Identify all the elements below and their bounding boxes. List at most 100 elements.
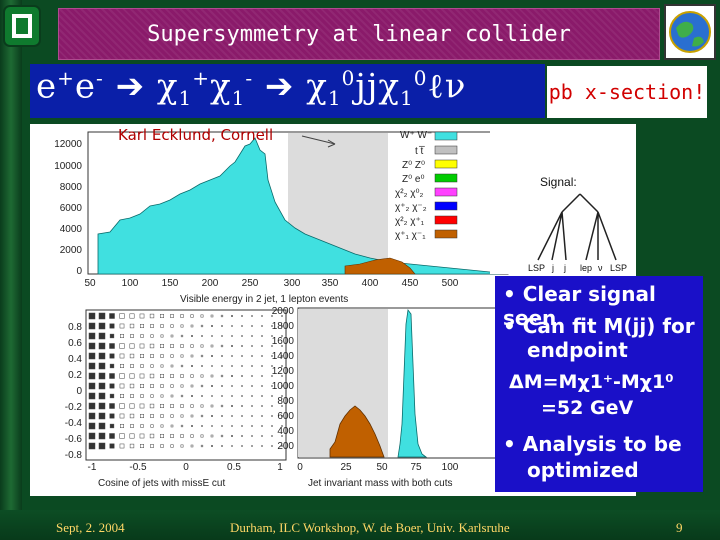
svg-text:2000: 2000 bbox=[60, 245, 83, 256]
scatter-point bbox=[150, 354, 154, 358]
scatter-point bbox=[129, 433, 135, 439]
svg-text:600: 600 bbox=[277, 411, 294, 422]
scatter-point bbox=[281, 405, 283, 407]
scatter-point bbox=[281, 445, 283, 447]
scatter-point bbox=[129, 353, 135, 359]
svg-text:800: 800 bbox=[277, 396, 294, 407]
scatter-point bbox=[170, 434, 174, 438]
svg-text:200: 200 bbox=[277, 441, 294, 452]
scatter-point bbox=[139, 313, 145, 319]
scatter-point bbox=[231, 375, 233, 377]
svg-text:400: 400 bbox=[362, 278, 379, 289]
scatter-point bbox=[109, 403, 115, 409]
scatter-point bbox=[88, 442, 96, 450]
legend: W⁺ W⁻ t t̅ Z⁰ Z⁰ Z⁰ e⁰ χ²₂ χ⁰₂ χ⁺₂ χ⁻₂ χ… bbox=[395, 130, 458, 241]
svg-text:Z⁰ Z⁰: Z⁰ Z⁰ bbox=[402, 160, 425, 171]
scatter-point bbox=[231, 365, 233, 367]
visible-energy-histogram: 12000 10000 8000 6000 4000 2000 0 50 100… bbox=[54, 130, 509, 305]
scatter-point bbox=[150, 444, 154, 448]
scatter-point bbox=[190, 404, 194, 408]
scatter-point bbox=[231, 335, 233, 337]
scatter-point bbox=[109, 323, 115, 329]
svg-text:4000: 4000 bbox=[60, 224, 83, 235]
scatter-point bbox=[271, 425, 273, 427]
svg-text:10000: 10000 bbox=[54, 161, 82, 172]
scatter-point bbox=[160, 344, 164, 348]
scatter-point bbox=[139, 373, 145, 379]
svg-text:LSP: LSP bbox=[610, 263, 627, 273]
scatter-point bbox=[130, 394, 134, 398]
signal-labels: LSP j j lep ν LSP bbox=[528, 263, 627, 273]
scatter-point bbox=[160, 394, 164, 398]
scatter-point bbox=[231, 385, 233, 387]
scatter-point bbox=[221, 325, 223, 327]
scatter-point bbox=[201, 425, 203, 427]
scatter-point bbox=[190, 414, 194, 418]
scatter-point bbox=[140, 324, 144, 328]
scatter-point bbox=[149, 373, 155, 379]
scatter-point bbox=[241, 435, 243, 437]
scatter-point bbox=[88, 352, 96, 360]
scatter-point bbox=[241, 345, 243, 347]
scatter-point bbox=[170, 384, 174, 388]
svg-text:8000: 8000 bbox=[60, 182, 83, 193]
scatter-point bbox=[139, 403, 145, 409]
scatter-point bbox=[200, 314, 204, 318]
scatter-point bbox=[221, 355, 223, 357]
svg-text:1000: 1000 bbox=[272, 381, 295, 392]
x-ticks-right: 0 25 50 75 100 bbox=[297, 462, 459, 473]
scatter-point bbox=[129, 323, 135, 329]
footer-date: Sept, 2. 2004 bbox=[56, 520, 125, 535]
footer-center: Durham, ILC Workshop, W. de Boer, Univ. … bbox=[230, 520, 510, 535]
scatter-point bbox=[221, 365, 223, 367]
svg-text:-0.5: -0.5 bbox=[129, 462, 147, 473]
scatter-point bbox=[160, 424, 164, 428]
scatter-point bbox=[150, 414, 154, 418]
scatter-point bbox=[170, 394, 174, 398]
scatter-point bbox=[191, 395, 193, 397]
legend-swatch-ww bbox=[434, 131, 458, 141]
scatter-point bbox=[271, 335, 273, 337]
scatter-point bbox=[109, 363, 115, 369]
svg-text:500: 500 bbox=[442, 278, 459, 289]
scatter-point bbox=[220, 374, 224, 378]
scatter-point bbox=[220, 434, 224, 438]
scatter-point bbox=[119, 313, 125, 319]
scatter-point bbox=[190, 444, 194, 448]
scatter-point bbox=[210, 374, 214, 378]
scatter-point bbox=[190, 344, 194, 348]
scatter-point bbox=[251, 405, 253, 407]
scatter-point bbox=[140, 364, 144, 368]
scatter-point bbox=[109, 343, 115, 349]
svg-text:-0.4: -0.4 bbox=[65, 418, 83, 429]
scatter-point bbox=[88, 382, 96, 390]
scatter-point bbox=[109, 333, 115, 339]
svg-text:j: j bbox=[563, 263, 566, 273]
scatter-point bbox=[190, 324, 194, 328]
scatter-point bbox=[160, 374, 164, 378]
scatter-point bbox=[191, 365, 193, 367]
svg-text:100: 100 bbox=[122, 278, 139, 289]
conclusions-box: • Clear signal seen • Can fit M(jj) for … bbox=[495, 276, 703, 492]
cosine-scatter-plot: 0.8 0.6 0.4 0.2 0 -0.2 -0.4 -0.6 -0.8 -1… bbox=[65, 309, 287, 489]
scatter-point bbox=[231, 425, 233, 427]
svg-text:2000: 2000 bbox=[272, 306, 295, 317]
scatter-point bbox=[200, 434, 204, 438]
scatter-point bbox=[211, 325, 213, 327]
scatter-point bbox=[88, 342, 96, 350]
scatter-point bbox=[201, 365, 203, 367]
scatter-point bbox=[140, 354, 144, 358]
scatter-point bbox=[191, 335, 193, 337]
scatter-point bbox=[281, 335, 283, 337]
scatter-point bbox=[261, 335, 263, 337]
bullet-2: • Can fit M(jj) for bbox=[503, 314, 695, 338]
y-ticks-left: 0.8 0.6 0.4 0.2 0 -0.2 -0.4 -0.6 -0.8 bbox=[65, 322, 83, 461]
scatter-point bbox=[231, 435, 233, 437]
scatter-point bbox=[98, 322, 106, 330]
svg-text:12000: 12000 bbox=[54, 139, 82, 150]
scatter-point bbox=[160, 314, 164, 318]
scatter-point bbox=[251, 445, 253, 447]
scatter-point bbox=[109, 433, 115, 439]
scatter-point bbox=[119, 413, 125, 419]
scatter-point bbox=[129, 313, 135, 319]
